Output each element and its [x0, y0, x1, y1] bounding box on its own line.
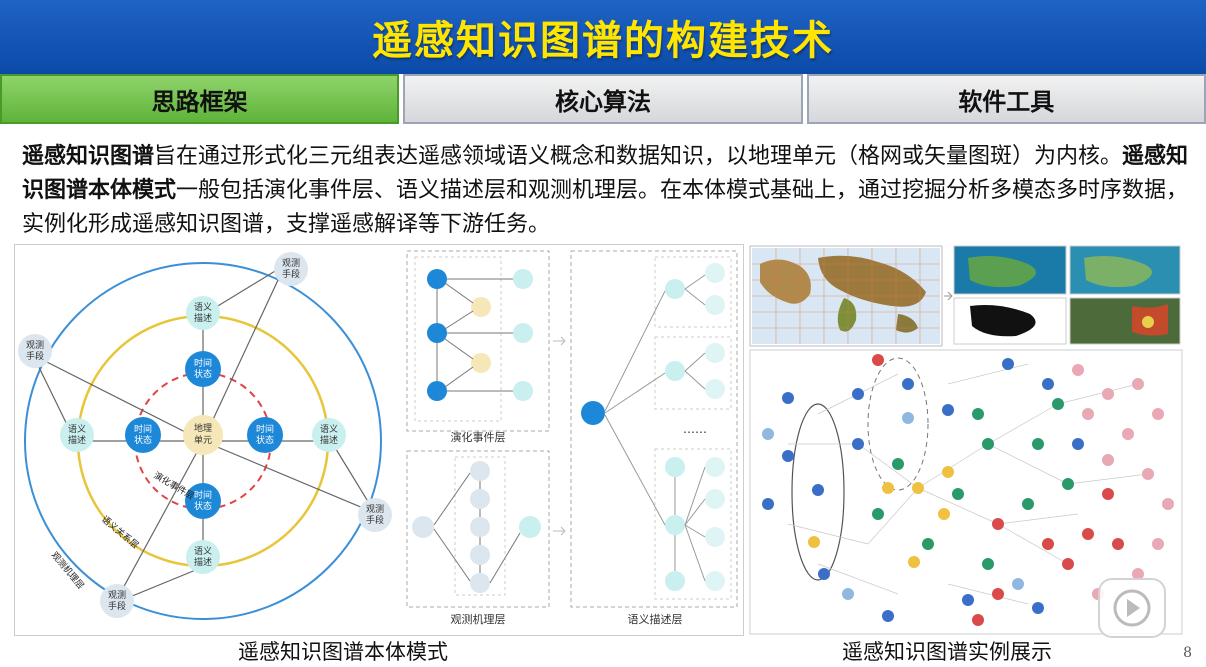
semantic-layer-box: …… 语义描述层: [570, 250, 738, 626]
node-text: 手段: [366, 514, 384, 526]
node-text: 观测: [26, 340, 44, 351]
tab-framework[interactable]: 思路框架: [0, 74, 400, 124]
play-button[interactable]: [1098, 578, 1166, 638]
node-observe-bottom: 观测 手段: [100, 584, 134, 618]
node-text: 语义: [194, 546, 212, 557]
title-bar: 遥感知识图谱的构建技术: [0, 0, 1206, 74]
caption-ontology: 遥感知识图谱本体模式: [238, 640, 448, 664]
thumbnail-maps: [953, 245, 1181, 345]
circular-ontology-model: 地理 单元 时间 状态 时间 状态 时间 状态 时间 状态: [18, 252, 392, 620]
node-text: 状态: [194, 368, 212, 380]
evolution-event-layer-box: 演化事件层: [406, 250, 550, 444]
node-text: 时间: [256, 423, 274, 435]
node-text: 观测: [282, 258, 300, 269]
ontology-schema-figure: 地理 单元 时间 状态 时间 状态 时间 状态 时间 状态: [18, 250, 738, 626]
play-icon: [1113, 589, 1151, 627]
node-text: 状态: [256, 434, 274, 446]
node-text: 语义: [68, 424, 86, 435]
node-time-right: 时间 状态: [247, 417, 283, 453]
layer-label-observe: 观测机理层: [451, 612, 506, 626]
node-semantic-bottom: 语义 描述: [186, 540, 220, 574]
node-text: 状态: [194, 500, 212, 512]
grid-world-map: [749, 245, 943, 347]
map-arrow: [944, 291, 953, 301]
node-text: 手段: [26, 350, 44, 362]
ring-label-event: 演化事件层: [152, 469, 197, 502]
node-text: 时间: [194, 489, 212, 501]
node-observe-right: 观测 手段: [358, 498, 392, 532]
node-text: 状态: [134, 434, 152, 446]
instance-display-panel: [748, 244, 1184, 636]
layer-label-event: 演化事件层: [451, 430, 506, 444]
node-semantic-right: 语义 描述: [312, 418, 346, 452]
tab-software-tools[interactable]: 软件工具: [806, 74, 1206, 124]
node-text: 语义: [320, 424, 338, 435]
ring-label-semantic: 语义关系层: [99, 513, 141, 551]
node-time-bottom: 时间 状态: [185, 483, 221, 519]
page-title: 遥感知识图谱的构建技术: [372, 18, 834, 64]
node-text: 描述: [194, 556, 212, 568]
node-text: 描述: [194, 312, 212, 324]
node-text: 单元: [194, 434, 212, 446]
node-observe-top: 观测 手段: [274, 252, 308, 286]
node-text: 描述: [320, 434, 338, 446]
page-number: 8: [1183, 645, 1192, 661]
intro-term-1: 遥感知识图谱: [22, 144, 155, 169]
ontology-schema-panel: 地理 单元 时间 状态 时间 状态 时间 状态 时间 状态: [14, 244, 744, 636]
node-text: 手段: [282, 268, 300, 280]
node-text: 时间: [134, 423, 152, 435]
node-text: 时间: [194, 357, 212, 369]
node-semantic-top: 语义 描述: [186, 296, 220, 330]
node-text: 观测: [108, 590, 126, 601]
intro-text-1: 旨在通过形式化三元组表达遥感领域语义概念和数据知识，以地理单元（格网或矢量图斑）…: [154, 144, 1123, 169]
node-time-left: 时间 状态: [125, 417, 161, 453]
intro-text-2: 一般包括演化事件层、语义描述层和观测机理层。在本体模式基础上，通过挖掘分析多模态…: [22, 178, 1189, 237]
node-text: 地理: [194, 422, 212, 434]
node-text: 手段: [108, 600, 126, 612]
caption-instance: 遥感知识图谱实例展示: [842, 640, 1052, 664]
observation-layer-box: 观测机理层: [406, 450, 550, 626]
intro-term-2: 遥感知识图谱本体模式: [22, 144, 1189, 203]
layer-label-semantic: 语义描述层: [628, 612, 683, 626]
node-semantic-left: 语义 描述: [60, 418, 94, 452]
semantic-ellipsis: ……: [683, 422, 707, 436]
node-text: 语义: [194, 302, 212, 313]
node-observe-left: 观测 手段: [18, 334, 52, 368]
node-time-top: 时间 状态: [185, 351, 221, 387]
tab-bar: 思路框架 核心算法 软件工具: [0, 74, 1206, 124]
intro-paragraph: 遥感知识图谱旨在通过形式化三元组表达遥感领域语义概念和数据知识，以地理单元（格网…: [22, 140, 1192, 242]
knowledge-graph: [749, 349, 1183, 635]
instance-figure: [749, 245, 1183, 635]
node-text: 观测: [366, 504, 384, 515]
outer-ring: [24, 262, 382, 620]
node-center: 地理 单元: [183, 415, 223, 455]
tab-core-algorithm[interactable]: 核心算法: [403, 74, 803, 124]
node-text: 描述: [68, 434, 86, 446]
